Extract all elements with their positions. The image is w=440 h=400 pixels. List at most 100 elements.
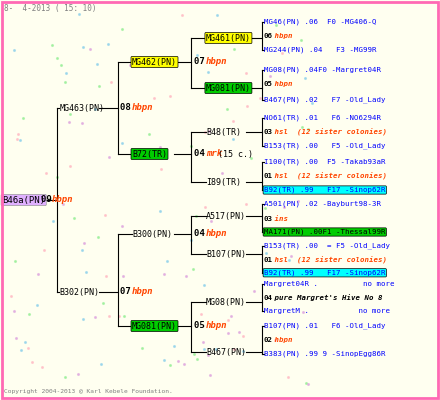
- Text: MG081(PN): MG081(PN): [206, 84, 251, 92]
- Point: [297, 37, 304, 43]
- Text: hbpn: hbpn: [132, 288, 154, 296]
- Point: [74, 371, 81, 378]
- Text: 09: 09: [41, 196, 57, 204]
- Text: MargretM .           no more: MargretM . no more: [264, 308, 390, 314]
- Text: 07: 07: [194, 58, 210, 66]
- Point: [79, 316, 86, 322]
- Text: 04: 04: [264, 295, 273, 301]
- Point: [99, 300, 106, 307]
- Text: MG463(PN): MG463(PN): [59, 104, 104, 112]
- Point: [11, 258, 18, 264]
- Point: [193, 52, 200, 58]
- Text: MG462(PN): MG462(PN): [132, 58, 177, 66]
- Text: ins: ins: [270, 216, 288, 222]
- Text: hsl  (12 sister colonies): hsl (12 sister colonies): [270, 128, 387, 136]
- Text: B92(TR) .99   F17 -Sinop62R: B92(TR) .99 F17 -Sinop62R: [264, 187, 385, 193]
- Text: 02: 02: [264, 337, 273, 343]
- Point: [204, 352, 211, 358]
- Point: [50, 218, 57, 224]
- Point: [235, 329, 242, 335]
- Point: [160, 271, 167, 277]
- Point: [71, 214, 78, 221]
- Point: [263, 250, 270, 257]
- Point: [118, 140, 125, 146]
- Point: [240, 332, 247, 339]
- Point: [212, 346, 219, 352]
- Point: [206, 372, 213, 379]
- Point: [298, 123, 305, 130]
- Point: [48, 42, 55, 48]
- Point: [13, 335, 20, 341]
- Point: [208, 218, 215, 224]
- Point: [303, 380, 310, 386]
- Point: [80, 44, 87, 50]
- Text: (15 c.): (15 c.): [218, 150, 253, 158]
- Text: B48(TR): B48(TR): [206, 128, 241, 136]
- Text: 06: 06: [264, 33, 273, 39]
- Point: [78, 120, 85, 126]
- Point: [26, 310, 33, 317]
- Text: 08: 08: [120, 104, 136, 112]
- Point: [280, 204, 287, 210]
- Point: [299, 309, 306, 315]
- Text: B302(PN): B302(PN): [59, 288, 99, 296]
- Text: hbpn: hbpn: [132, 104, 154, 112]
- Point: [106, 154, 113, 160]
- Text: B383(PN) .99 9 -SinopEgg86R: B383(PN) .99 9 -SinopEgg86R: [264, 351, 385, 357]
- Point: [146, 131, 153, 138]
- Point: [17, 137, 24, 144]
- Point: [34, 270, 41, 277]
- Text: I100(TR) .00  F5 -Takab93aR: I100(TR) .00 F5 -Takab93aR: [264, 159, 385, 165]
- Point: [194, 356, 201, 362]
- Point: [160, 356, 167, 363]
- Point: [98, 361, 105, 368]
- Point: [295, 197, 302, 204]
- Point: [162, 146, 169, 152]
- Point: [15, 130, 22, 137]
- Point: [272, 22, 279, 28]
- Point: [83, 268, 90, 275]
- Text: 05: 05: [264, 81, 273, 87]
- Text: B153(TR) .00  = F5 -Old_Lady: B153(TR) .00 = F5 -Old_Lady: [264, 243, 390, 249]
- Point: [166, 92, 173, 99]
- Point: [156, 208, 163, 214]
- Point: [158, 166, 165, 172]
- Text: 05: 05: [194, 322, 210, 330]
- Point: [95, 234, 102, 240]
- Point: [230, 118, 237, 124]
- Point: [10, 308, 17, 314]
- Point: [287, 253, 294, 260]
- Point: [81, 240, 88, 246]
- Text: MG46(PN) .06  F0 -MG406-Q: MG46(PN) .06 F0 -MG406-Q: [264, 19, 377, 25]
- Point: [33, 302, 40, 308]
- Point: [187, 237, 194, 243]
- Text: hbpn: hbpn: [206, 230, 227, 238]
- Point: [228, 313, 235, 320]
- Point: [93, 60, 100, 67]
- Text: Margret04R .          no more: Margret04R . no more: [264, 281, 395, 287]
- Point: [257, 95, 264, 101]
- Point: [267, 72, 274, 79]
- Point: [243, 201, 250, 207]
- Point: [126, 62, 133, 68]
- Point: [262, 204, 269, 211]
- Text: pure Margret's Hive No 8: pure Margret's Hive No 8: [270, 294, 383, 302]
- Point: [13, 136, 20, 142]
- Text: Copyright 2004-2013 @ Karl Kebele Foundation.: Copyright 2004-2013 @ Karl Kebele Founda…: [4, 389, 173, 394]
- Point: [28, 358, 35, 365]
- Text: hbpn: hbpn: [206, 322, 227, 330]
- Point: [191, 351, 198, 357]
- Point: [285, 374, 292, 380]
- Point: [302, 74, 309, 81]
- Point: [11, 47, 18, 53]
- Point: [200, 339, 207, 345]
- Point: [183, 273, 190, 279]
- Text: hbpn: hbpn: [270, 81, 293, 87]
- Point: [101, 212, 108, 218]
- Point: [309, 100, 316, 106]
- Point: [91, 106, 98, 112]
- Point: [285, 257, 292, 263]
- Point: [95, 82, 103, 89]
- Point: [23, 195, 30, 201]
- Point: [118, 26, 125, 32]
